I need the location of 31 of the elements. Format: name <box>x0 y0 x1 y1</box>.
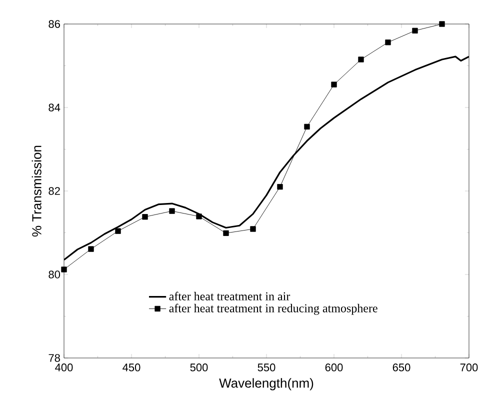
legend-label: after heat treatment in reducing atmosphere <box>169 304 378 315</box>
y-tick-label: 84 <box>48 104 60 112</box>
point <box>358 56 364 62</box>
point <box>142 214 148 220</box>
point <box>304 124 310 130</box>
point <box>88 246 94 252</box>
legend-label: after heat treatment in air <box>169 292 290 300</box>
x-tick-label: 600 <box>325 364 343 372</box>
x-tick-label: 550 <box>258 364 276 372</box>
point <box>169 208 175 214</box>
x-tick-label: 650 <box>392 364 410 372</box>
x-tick-label: 500 <box>190 364 208 372</box>
y-tick-label: 80 <box>48 270 60 278</box>
point <box>331 82 337 88</box>
y-axis-title: % Transmission <box>32 146 42 237</box>
point <box>223 230 229 236</box>
y-tick-label: 78 <box>48 354 60 362</box>
x-tick-label: 400 <box>55 364 73 372</box>
point <box>412 28 418 34</box>
point <box>115 228 121 234</box>
x-tick-label: 450 <box>122 364 140 372</box>
x-tick-label: 700 <box>460 364 478 372</box>
point <box>277 184 283 190</box>
x-axis-title: Wavelength(nm) <box>219 378 314 390</box>
point <box>385 40 391 46</box>
y-tick-label: 86 <box>48 20 60 28</box>
point <box>61 266 67 272</box>
point <box>439 21 445 27</box>
point <box>196 214 202 220</box>
point <box>250 226 256 232</box>
y-tick-label: 82 <box>48 187 60 195</box>
